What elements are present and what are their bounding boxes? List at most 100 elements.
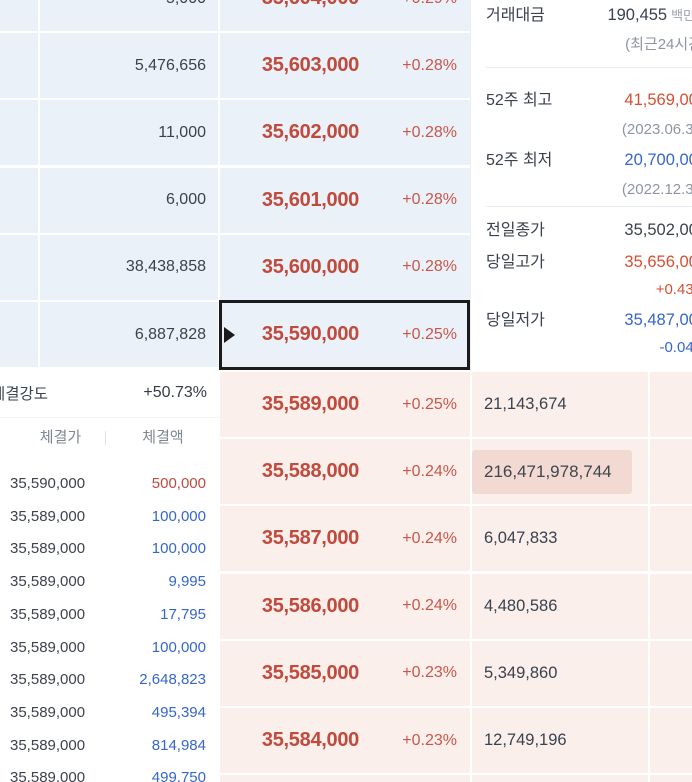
- exec-header-divider: [105, 431, 106, 445]
- execution-panel: 체결강도 +50.73% 체결가 체결액 35,590,000 500,000 …: [0, 372, 220, 782]
- bid-change-percent: +0.24%: [402, 462, 457, 480]
- day-low-label: 당일저가: [486, 312, 545, 329]
- stock-info-panel: 거래대금 190,455백만원 (최근24시간) 52주 최고 41,569,0…: [470, 0, 692, 372]
- bid-price-cell[interactable]: 35,589,000 +0.25%: [220, 372, 470, 437]
- bid-row[interactable]: 35,586,000 +0.24% 4,480,586: [220, 573, 692, 639]
- bid-price-cell[interactable]: [220, 775, 470, 782]
- week52-low-value: 20,700,000: [624, 151, 692, 169]
- bid-quantity-value: 6,047,833: [484, 529, 558, 548]
- bid-depth-bar-area: [650, 372, 692, 437]
- ask-price-cell[interactable]: 35,601,000 +0.28%: [220, 167, 470, 233]
- ask-depth-bar-area: [0, 167, 38, 233]
- trading-value-label: 거래대금: [486, 7, 545, 24]
- execution-row: 35,590,000 500,000: [0, 467, 220, 500]
- trading-value-unit: 백만원: [671, 8, 692, 23]
- execution-amount: 499,750: [151, 769, 206, 782]
- bid-price-cell[interactable]: 35,587,000 +0.24%: [220, 506, 470, 572]
- info-divider: [486, 206, 692, 207]
- ask-side: 5,000 35,604,000 +0.29% 5,476,656 35,603…: [0, 0, 470, 371]
- bid-change-percent: +0.23%: [402, 664, 457, 682]
- bid-price: 35,589,000: [261, 393, 359, 415]
- ask-price: 35,601,000: [261, 188, 359, 211]
- ask-quantity: 11,000: [40, 100, 218, 166]
- exec-divider: [0, 417, 220, 418]
- bid-quantity: 6,047,833: [472, 506, 648, 572]
- bid-quantity-value: 216,471,978,744: [472, 449, 632, 494]
- bid-row-partial[interactable]: [220, 775, 692, 782]
- ask-price-cell[interactable]: 35,600,000 +0.28%: [220, 234, 470, 300]
- ask-row[interactable]: 6,000 35,601,000 +0.28%: [0, 167, 470, 233]
- bid-row[interactable]: 35,589,000 +0.25% 21,143,674: [220, 372, 692, 437]
- week52-low-label: 52주 최저: [486, 152, 553, 169]
- bid-change-percent: +0.24%: [402, 597, 457, 615]
- ask-row[interactable]: 38,438,858 35,600,000 +0.28%: [0, 234, 470, 300]
- execution-price: 35,589,000: [10, 638, 86, 656]
- execution-amount: 100,000: [151, 638, 206, 656]
- week52-high-row: 52주 최고 41,569,000: [486, 89, 692, 112]
- week52-high-label: 52주 최고: [486, 92, 553, 109]
- execution-amount: 100,000: [151, 507, 206, 525]
- bid-change-percent: +0.25%: [402, 395, 457, 413]
- ask-price: 35,600,000: [261, 255, 359, 278]
- execution-price: 35,589,000: [10, 573, 86, 591]
- bid-price-cell[interactable]: 35,584,000 +0.23%: [220, 708, 470, 773]
- execution-amount: 2,648,823: [139, 671, 206, 689]
- execution-row: 35,589,000 814,984: [0, 729, 220, 762]
- bid-price-cell[interactable]: 35,588,000 +0.24%: [220, 439, 470, 505]
- trading-value-row: 거래대금 190,455백만원: [486, 4, 692, 27]
- exec-col-amount: 체결액: [142, 429, 184, 446]
- bid-price-cell[interactable]: 35,585,000 +0.23%: [220, 640, 470, 706]
- execution-amount: 495,394: [151, 703, 206, 721]
- bid-depth-bar-area: [650, 506, 692, 572]
- bid-price-cell[interactable]: 35,586,000 +0.24%: [220, 573, 470, 639]
- execution-amount: 17,795: [160, 605, 206, 623]
- day-low-change: -0.04%: [659, 339, 692, 356]
- bid-quantity-value: 12,749,196: [484, 731, 567, 749]
- bid-quantity-value: 21,143,674: [484, 395, 567, 413]
- ask-price-cell[interactable]: 35,590,000 +0.25%: [220, 302, 470, 367]
- bid-row[interactable]: 35,587,000 +0.24% 6,047,833: [220, 506, 692, 572]
- bid-depth-bar-area: [650, 640, 692, 706]
- ask-row[interactable]: 11,000 35,602,000 +0.28%: [0, 100, 470, 166]
- execution-row: 35,589,000 495,394: [0, 696, 220, 729]
- execution-price: 35,589,000: [10, 507, 86, 525]
- bid-depth-bar-area: [650, 573, 692, 639]
- ask-price: 35,590,000: [261, 323, 359, 345]
- bid-quantity-value: 4,480,586: [484, 596, 558, 615]
- execution-price: 35,589,000: [10, 540, 86, 558]
- ask-row[interactable]: 5,476,656 35,603,000 +0.28%: [0, 33, 470, 99]
- bid-change-percent: +0.24%: [402, 529, 457, 547]
- current-price-marker-icon: [224, 327, 235, 343]
- bid-row[interactable]: 35,584,000 +0.23% 12,749,196: [220, 708, 692, 773]
- week52-high-date: (2023.06.30): [621, 121, 692, 138]
- bid-quantity: 12,749,196: [472, 708, 648, 773]
- bid-price: 35,588,000: [261, 460, 359, 483]
- bid-side: 35,589,000 +0.25% 21,143,674 35,588,000 …: [220, 372, 692, 782]
- bid-change-percent: +0.23%: [402, 731, 457, 749]
- execution-price: 35,589,000: [10, 736, 86, 754]
- ask-row[interactable]: 6,887,828 35,590,000 +0.25%: [0, 302, 470, 367]
- ask-price-cell[interactable]: 35,603,000 +0.28%: [220, 33, 470, 99]
- bid-quantity: 5,349,860: [472, 640, 648, 706]
- ask-quantity: 38,438,858: [40, 234, 218, 300]
- bid-row[interactable]: 35,588,000 +0.24% 216,471,978,744: [220, 439, 692, 505]
- day-low-value: 35,487,000: [624, 311, 692, 329]
- ask-depth-bar-area: [0, 100, 38, 166]
- ask-change-percent: +0.28%: [402, 123, 457, 141]
- execution-price: 35,589,000: [10, 769, 86, 782]
- bid-price: 35,585,000: [261, 661, 359, 684]
- selected-price-box[interactable]: [219, 300, 470, 370]
- execution-price: 35,589,000: [10, 703, 86, 721]
- week52-high-value: 41,569,000: [624, 91, 692, 109]
- ask-price-cell[interactable]: 35,602,000 +0.28%: [220, 100, 470, 166]
- trading-value: 190,455백만원: [607, 4, 692, 27]
- ask-price-cell[interactable]: 35,604,000 +0.29%: [220, 0, 470, 31]
- prev-close-value: 35,502,000: [624, 221, 692, 239]
- ask-change-percent: +0.28%: [402, 191, 457, 209]
- ask-quantity: 5,000: [40, 0, 218, 31]
- bid-quantity: 4,480,586: [472, 573, 648, 639]
- ask-change-percent: +0.28%: [402, 258, 457, 276]
- ask-change-percent: +0.25%: [402, 325, 457, 343]
- bid-row[interactable]: 35,585,000 +0.23% 5,349,860: [220, 640, 692, 706]
- ask-row[interactable]: 5,000 35,604,000 +0.29%: [0, 0, 470, 31]
